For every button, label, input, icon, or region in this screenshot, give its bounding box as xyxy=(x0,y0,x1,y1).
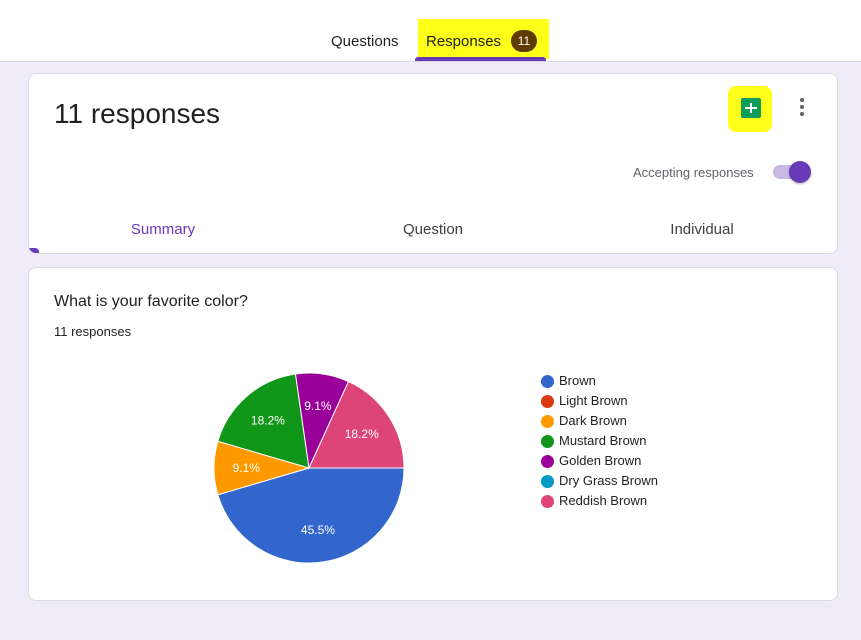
legend-label: Golden Brown xyxy=(559,453,642,468)
legend-label: Dark Brown xyxy=(559,413,627,428)
pie-slice-mustard-brown xyxy=(217,373,310,469)
legend-label: Reddish Brown xyxy=(559,493,648,508)
legend-label: Dry Grass Brown xyxy=(559,473,658,488)
pie-slice-label: 9.1% xyxy=(233,461,261,475)
responses-header-card: 11 responses Accepting responses Summary… xyxy=(28,73,838,254)
pie-slice-reddish-brown xyxy=(308,380,405,469)
legend-label: Light Brown xyxy=(559,393,628,408)
accepting-responses-toggle-thumb[interactable] xyxy=(789,161,811,183)
tab-questions[interactable]: Questions xyxy=(331,33,399,50)
responses-count-badge: 11 xyxy=(511,30,537,52)
legend-label: Mustard Brown xyxy=(559,433,647,448)
legend-swatch xyxy=(541,495,554,508)
pie-chart: 45.5% 9.1% 18.2% 9.1% 18.2% xyxy=(213,372,405,564)
google-sheets-icon[interactable] xyxy=(741,98,761,118)
question-response-count: 11 responses xyxy=(54,324,132,339)
legend-swatch xyxy=(541,475,554,488)
accepting-responses-label: Accepting responses xyxy=(633,165,754,180)
tab-question[interactable]: Question xyxy=(402,221,464,238)
question-title: What is your favorite color? xyxy=(54,293,248,310)
tab-responses[interactable]: Responses xyxy=(426,33,502,50)
legend-label: Brown xyxy=(559,373,596,388)
page-title: 11 responses xyxy=(54,98,221,129)
pie-slice-label: 18.2% xyxy=(251,414,285,428)
more-vert-icon[interactable] xyxy=(794,96,810,120)
tab-summary[interactable]: Summary xyxy=(130,221,196,238)
active-tab-indicator xyxy=(415,57,546,61)
legend-swatch xyxy=(541,375,554,388)
active-subtab-indicator xyxy=(29,248,39,253)
question-summary-card: What is your favorite color? 11 response… xyxy=(28,267,838,601)
top-tab-bar: Questions Responses 11 xyxy=(0,0,861,62)
legend-swatch xyxy=(541,455,554,468)
legend-swatch xyxy=(541,415,554,428)
pie-slice-label: 9.1% xyxy=(304,399,332,413)
pie-slice-brown xyxy=(217,467,405,564)
legend-swatch xyxy=(541,435,554,448)
pie-slice-label: 18.2% xyxy=(345,427,379,441)
legend-swatch xyxy=(541,395,554,408)
tab-individual[interactable]: Individual xyxy=(670,221,734,238)
pie-slice-label: 45.5% xyxy=(301,523,335,537)
